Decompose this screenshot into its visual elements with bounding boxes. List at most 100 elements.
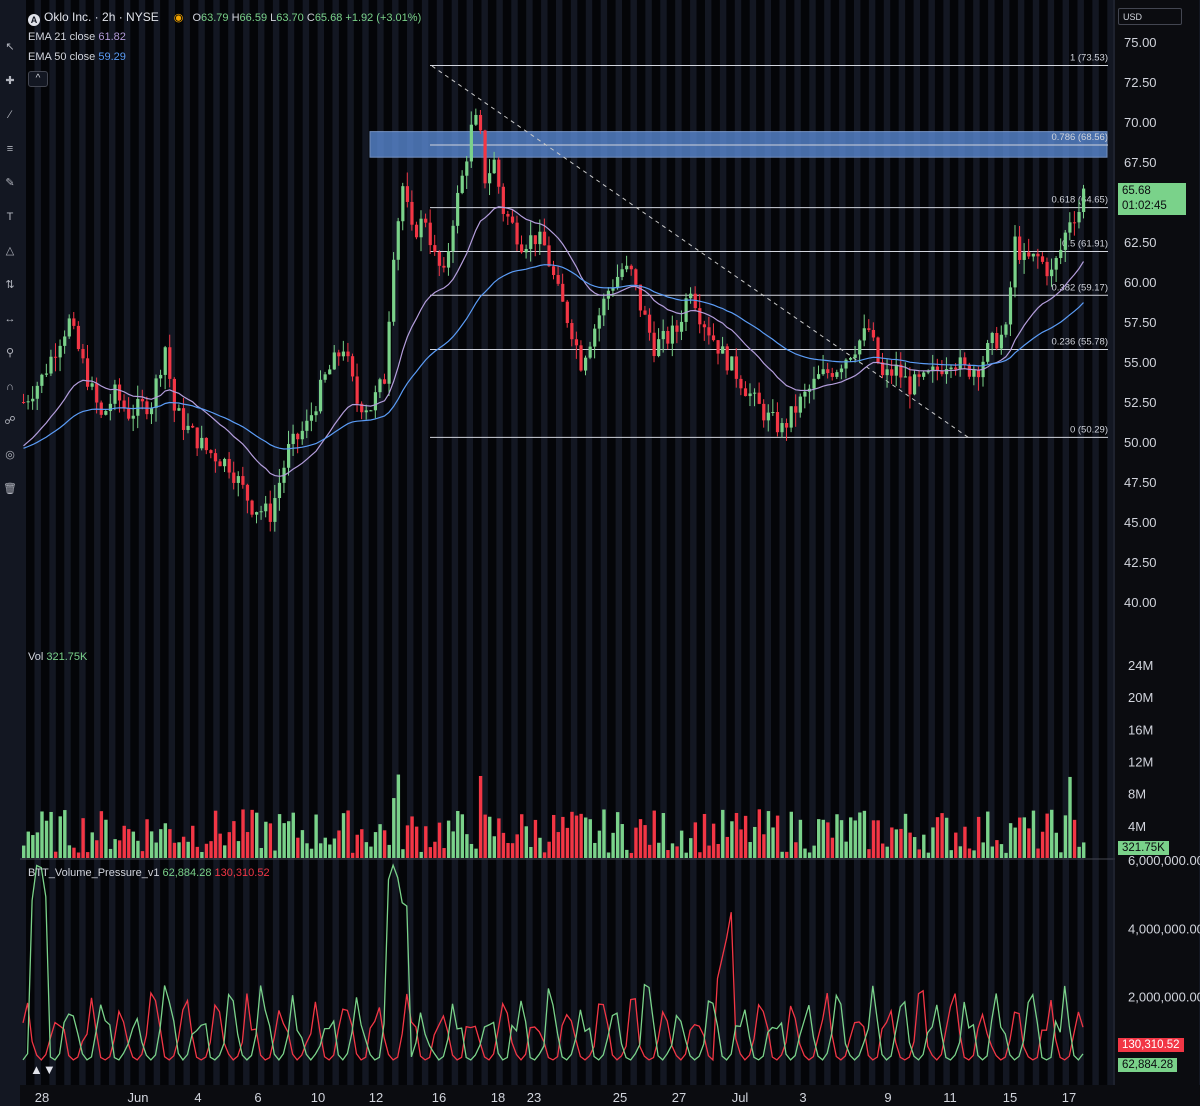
volume-bar [835,814,839,858]
candle-up [1004,324,1008,335]
volume-bar [204,843,209,858]
volume-bar [972,850,976,858]
time-tick-label: 23 [527,1090,541,1105]
candle-down [574,339,579,346]
trendline-icon[interactable]: ∕ [9,109,11,121]
symbol-title[interactable]: Oklo Inc. · 2h · NYSE [44,10,159,24]
candle-down [652,332,656,357]
last-price-value: 65.68 [1122,185,1151,197]
session-stripe [830,0,840,1085]
volume-bar [689,838,693,858]
candle-down [172,378,176,411]
candle-up [862,328,866,341]
candle-up [661,330,665,340]
cursor-icon[interactable]: ↖ [5,41,15,53]
session-stripe [26,0,35,1085]
candle-down [209,450,213,454]
volume-legend[interactable]: Vol 321.75K [28,651,87,663]
candle-up [848,357,853,360]
volume-bar [405,825,410,858]
candle-down [561,283,565,302]
alert-icon[interactable]: ◉ [173,12,184,24]
brush-icon[interactable]: ✎ [5,177,15,189]
volume-tick-label: 20M [1128,690,1153,705]
volume-bar [255,812,259,858]
crosshair-icon[interactable]: ✚ [5,75,15,87]
session-stripe [338,0,348,1085]
volume-bar [625,849,629,858]
measure-icon[interactable]: ↔ [4,313,16,325]
candle-up [318,379,323,412]
session-stripe [666,0,676,1085]
volume-bar [442,848,446,858]
ema21-legend[interactable]: EMA 21 close 61.82 [28,31,126,43]
magnet-icon[interactable]: ∩ [6,381,14,393]
volume-bar [730,821,734,858]
candle-up [469,124,473,162]
trash-icon[interactable]: 🗑 [3,483,17,495]
candle-down [437,251,441,266]
candle-up [277,482,282,499]
supply-zone [369,131,1108,158]
candle-down [643,310,647,315]
volume-bar [273,850,277,858]
volume-bar [593,842,597,858]
volume-bar [446,820,451,858]
candle-up [602,298,606,316]
candle-up [858,340,862,355]
volume-bar [76,852,81,858]
volume-bar [90,832,94,858]
candle-up [625,265,629,270]
volume-bar [529,846,533,858]
candle-down [382,379,387,384]
eye-icon[interactable]: ◎ [5,449,15,461]
volume-bar [44,820,49,858]
volume-bar [218,833,222,858]
collapse-legend-button[interactable]: ^ [28,71,48,87]
candle-down [570,323,574,340]
zoom-icon[interactable]: ⚲ [5,347,15,359]
volume-bar [168,829,172,858]
volume-bar [1068,776,1072,858]
price-chart[interactable]: 75.0072.5070.0067.5065.0062.5060.0057.50… [20,0,1200,1106]
fib-icon[interactable]: ≡ [6,143,14,155]
volume-bar [885,846,889,858]
volume-bar [433,841,437,858]
volume-bar [748,842,752,858]
session-stripe [279,0,288,1085]
fib-level-label: 0.236 (55.78) [1051,337,1108,348]
pressure-label: BTT_Volume_Pressure_v1 [28,867,160,879]
volume-bar [734,812,739,858]
volume-bar [49,811,53,858]
candle-up [186,425,190,430]
volume-bar [163,823,168,858]
pattern-icon[interactable]: △ [5,245,15,257]
volume-bar [935,817,940,858]
volume-bar [414,826,419,858]
volume-bar [245,832,250,858]
volume-bar [661,813,666,858]
volume-bar [1036,848,1040,858]
candle-down [871,329,876,338]
session-stripe [622,0,631,1085]
candle-up [328,369,332,375]
tradingview-logo-icon[interactable]: ▲▼ [30,1062,56,1077]
lock-icon[interactable]: ☍ [4,415,16,427]
candle-down [785,423,789,428]
candle-down [428,222,432,246]
volume-bar [903,813,908,858]
volume-bar [213,810,218,858]
candle-up [163,347,167,375]
volume-bar [191,825,195,858]
candle-down [22,402,26,403]
ema50-legend[interactable]: EMA 50 close 59.29 [28,51,126,63]
prediction-icon[interactable]: ⇅ [5,279,15,291]
candle-down [976,369,981,378]
volume-bar [679,830,684,858]
session-stripe [726,0,735,1085]
text-icon[interactable]: T [6,211,14,223]
currency-selector[interactable]: USD [1118,8,1182,25]
pressure-legend[interactable]: BTT_Volume_Pressure_v1 62,884.28 130,310… [28,867,270,879]
session-stripe [85,0,95,1085]
candle-down [917,374,921,377]
